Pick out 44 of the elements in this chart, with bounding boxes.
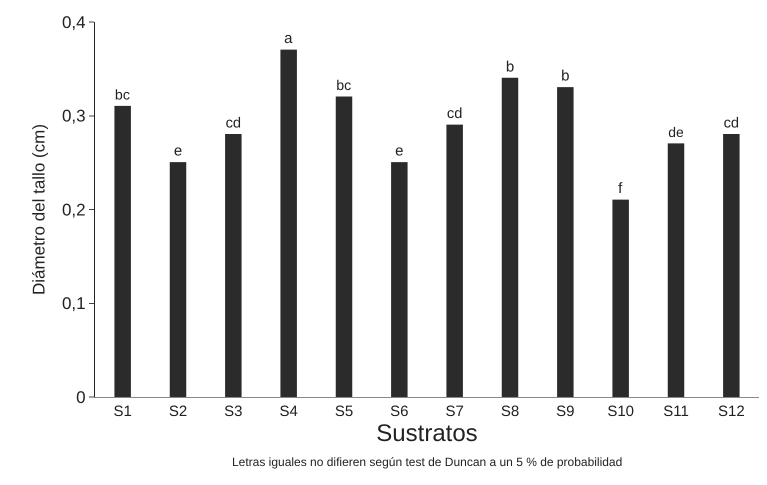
x-tick-label: S9 <box>556 403 575 420</box>
y-tick-label: 0,3 <box>62 106 86 126</box>
data-label: b <box>561 68 570 85</box>
y-tick-label: 0,1 <box>62 294 86 314</box>
data-label: e <box>174 142 182 160</box>
data-label: e <box>395 142 404 160</box>
x-tick-label: S8 <box>500 403 520 420</box>
x-tick-label: S12 <box>718 403 745 420</box>
bar <box>336 96 352 397</box>
bar <box>502 78 518 397</box>
data-label: cd <box>226 116 242 132</box>
bar <box>114 106 131 397</box>
bar <box>446 124 463 397</box>
data-label: cd <box>446 106 462 122</box>
x-tick-label: S5 <box>334 403 354 420</box>
x-tick-label: S6 <box>390 403 409 420</box>
text: Letras iguales no difieren según test de Duncan a un 5 % de probabilidad <box>232 455 622 469</box>
x-tick-label: S4 <box>279 403 298 420</box>
x-axis-title: Sustratos <box>376 420 478 447</box>
y-axis-title: Diámetro del tallo (cm) <box>30 124 49 295</box>
x-tick-label: S10 <box>607 403 634 420</box>
data-label: bc <box>114 88 130 104</box>
x-tick-label: S1 <box>113 403 132 420</box>
data-label: f <box>618 180 624 198</box>
bar <box>723 134 740 397</box>
y-tick-label: 0,2 <box>62 200 86 220</box>
data-label: a <box>284 30 294 48</box>
x-tick-label: S11 <box>663 403 689 420</box>
bar <box>170 162 186 397</box>
bar <box>225 134 242 397</box>
bar <box>668 143 684 397</box>
bar <box>612 200 629 397</box>
x-tick-label: S2 <box>168 403 188 420</box>
x-tick-label: S7 <box>445 403 464 420</box>
y-tick-label: 0 <box>76 388 86 407</box>
data-label: de <box>668 124 684 140</box>
data-label: b <box>506 58 514 76</box>
data-label: bc <box>336 78 352 94</box>
data-label: cd <box>724 116 740 132</box>
x-tick-label: S3 <box>224 403 243 420</box>
bar <box>280 50 297 397</box>
y-tick-label: 0,4 <box>62 12 86 32</box>
bar <box>391 162 408 397</box>
bar <box>557 87 574 397</box>
